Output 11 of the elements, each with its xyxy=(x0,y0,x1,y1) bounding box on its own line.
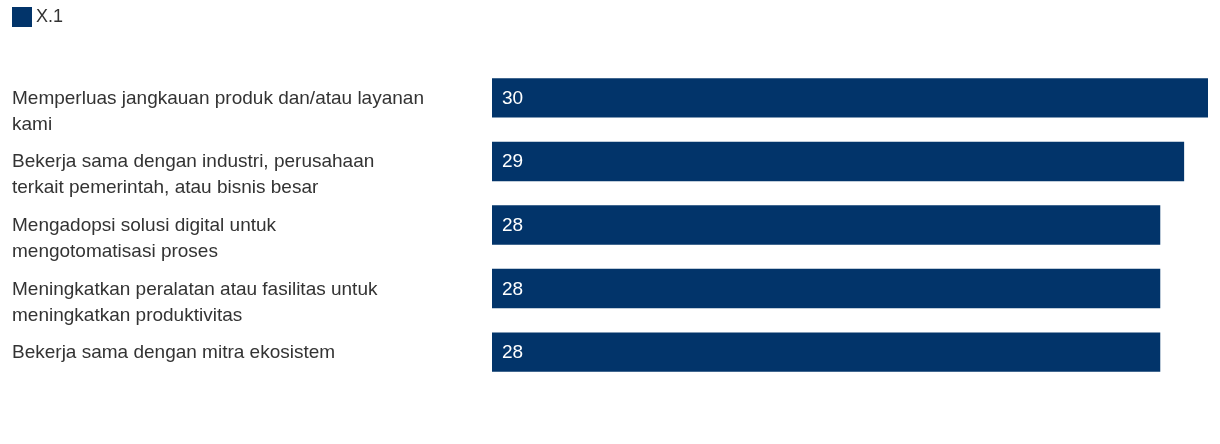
data-label: 30 xyxy=(502,86,524,108)
y-tick-label: Memperluas jangkauan produk dan/atau layanan kami xyxy=(12,86,424,134)
data-label: 28 xyxy=(502,341,524,363)
y-tick-label: Mengadopsi solusi digital untuk mengotomatisasi proses xyxy=(12,214,277,261)
y-tick-label: Bekerja sama dengan mitra ekosistem xyxy=(12,341,336,363)
legend-label: X.1 xyxy=(36,6,64,26)
data-label: 28 xyxy=(502,277,524,299)
y-tick-label: Bekerja sama dengan industri, perusahaan terkait pemerintah, atau bisnis besar xyxy=(12,150,375,198)
y-tick-label: Meningkatkan peralatan atau fasilitas untuk meningkatkan produktivitas xyxy=(12,277,378,325)
data-label: 28 xyxy=(502,214,524,235)
data-label: 29 xyxy=(502,150,524,172)
